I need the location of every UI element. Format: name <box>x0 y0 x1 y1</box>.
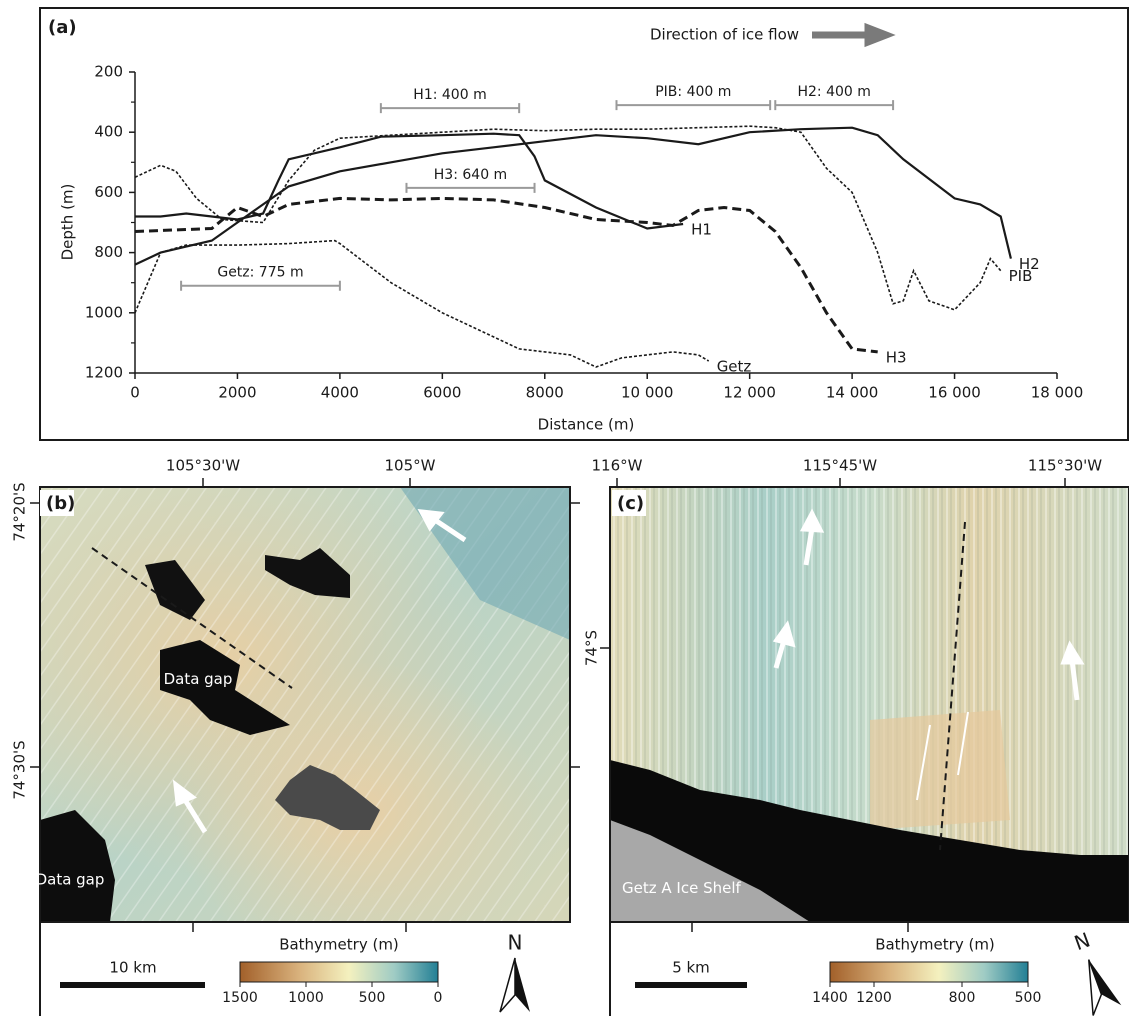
scale-label: 5 km <box>672 959 710 977</box>
x-tick-label: 14 000 <box>826 384 879 402</box>
panel-label: (a) <box>48 17 77 38</box>
annotation-bar <box>406 183 534 193</box>
panel-label: (c) <box>617 493 644 514</box>
north-arrow <box>515 958 530 1012</box>
colorbar-ticks: 1400 1200 800 500 <box>812 982 1041 1006</box>
colorbar-tick-label: 0 <box>434 990 443 1006</box>
colorbar-tick-label: 1400 <box>812 990 848 1006</box>
colorbar-tick-label: 500 <box>1015 990 1042 1006</box>
annotation-bar <box>775 100 893 110</box>
annotation-label: Getz: 775 m <box>217 265 303 281</box>
colorbar-tick-label: 1500 <box>222 990 258 1006</box>
series-line <box>135 126 1001 310</box>
lon-label: 105°W <box>385 457 436 475</box>
y-tick-label: 400 <box>94 123 123 141</box>
colorbar-tick-label: 800 <box>949 990 976 1006</box>
annotation-bar <box>181 281 340 291</box>
x-tick-label: 6000 <box>423 384 461 402</box>
y-tick-label: 1000 <box>85 303 123 321</box>
x-tick-label: 0 <box>130 384 140 402</box>
colorbar-title: Bathymetry (m) <box>279 936 399 954</box>
lon-label: 116°W <box>592 457 643 475</box>
colorbar-title: Bathymetry (m) <box>875 936 995 954</box>
north-label: N <box>1071 927 1093 955</box>
annotation-label: H3: 640 m <box>434 167 507 183</box>
scale-label: 10 km <box>109 959 156 977</box>
colorbar-ticks: 1500 1000 500 0 <box>222 982 442 1006</box>
map-c: (c) Getz A Ice Shelf 116°W 115°45'W 115°… <box>583 457 1129 1017</box>
flow-arrow <box>812 28 886 42</box>
series-label: H1 <box>691 221 712 239</box>
map-b: (b) Data gap Data gap 105°30'W 105°W 74°… <box>11 457 581 1017</box>
x-tick-label: 2000 <box>218 384 256 402</box>
y-tick-label: 800 <box>94 243 123 261</box>
y-tick-label: 600 <box>94 183 123 201</box>
annotation-bar <box>616 100 770 110</box>
x-axis-label: Distance (m) <box>538 416 635 434</box>
lon-label: 105°30'W <box>166 457 240 475</box>
shallow-bank <box>870 710 1010 830</box>
series-label: Getz <box>717 357 752 375</box>
series-label: H3 <box>886 348 907 366</box>
annotation-bar <box>381 103 519 113</box>
panel-frame <box>40 8 1128 440</box>
lon-label: 115°30'W <box>1028 457 1102 475</box>
colorbar-tick-label: 500 <box>359 990 386 1006</box>
colorbar <box>240 962 438 982</box>
y-tick-label: 200 <box>94 63 123 81</box>
gap-label: Data gap <box>164 670 233 688</box>
flow-note: Direction of ice flow <box>650 26 799 44</box>
shelf-label: Getz A Ice Shelf <box>622 879 741 897</box>
series-line <box>135 134 683 229</box>
series-line <box>135 241 709 367</box>
x-tick-label: 12 000 <box>723 384 776 402</box>
gap-label: Data gap <box>36 871 105 889</box>
y-tick-label: 1200 <box>85 364 123 382</box>
annotation-label: H1: 400 m <box>413 87 486 103</box>
x-tick-label: 10 000 <box>621 384 674 402</box>
lat-label: 74°20'S <box>11 482 29 541</box>
lon-label: 115°45'W <box>803 457 877 475</box>
series-label: PIB <box>1009 267 1033 285</box>
lat-label: 74°S <box>583 630 601 666</box>
annotation-label: PIB: 400 m <box>655 84 731 100</box>
panel-label: (b) <box>46 493 75 514</box>
x-tick-label: 18 000 <box>1031 384 1084 402</box>
colorbar <box>830 962 1028 982</box>
x-tick-label: 4000 <box>321 384 359 402</box>
lat-label: 74°30'S <box>11 740 29 799</box>
colorbar-tick-label: 1200 <box>856 990 892 1006</box>
x-tick-label: 8000 <box>526 384 564 402</box>
scale-bar <box>635 982 747 988</box>
plot: 200 400 600 800 1000 1200 0 2000 4000 6000 8000 10 … <box>85 63 1083 402</box>
north-label: N <box>508 931 523 955</box>
north-arrow <box>500 958 515 1012</box>
colorbar-tick-label: 1000 <box>288 990 324 1006</box>
y-axis-label: Depth (m) <box>59 184 77 261</box>
annotation-label: H2: 400 m <box>797 84 870 100</box>
x-tick-label: 16 000 <box>928 384 981 402</box>
scale-bar <box>60 982 205 988</box>
